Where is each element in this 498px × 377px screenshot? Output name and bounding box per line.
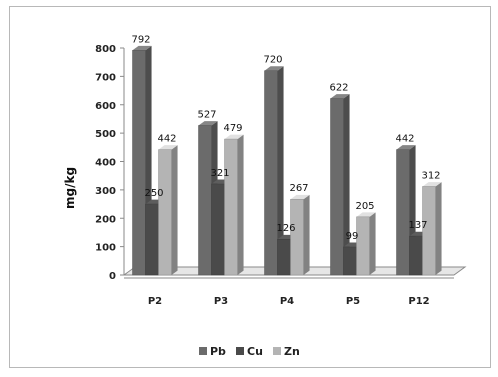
- y-tick-label: 400: [95, 158, 116, 169]
- y-tick-label: 0: [109, 271, 116, 282]
- bar-pb-p4: [264, 66, 284, 276]
- chart-bars: [132, 45, 442, 276]
- y-tick-label: 600: [95, 101, 116, 112]
- y-axis-label: mg/kg: [63, 167, 77, 209]
- legend-item-zn: Zn: [273, 345, 300, 358]
- data-label-pb-p2: 792: [131, 34, 150, 45]
- bar-pb-p5: [330, 94, 350, 276]
- data-label-zn-p2: 442: [157, 134, 176, 145]
- data-label-cu-p2: 250: [144, 188, 163, 199]
- y-tick-label: 500: [95, 129, 116, 140]
- data-label-zn-p5: 205: [355, 201, 374, 212]
- legend-item-cu: Cu: [236, 345, 263, 358]
- legend-item-pb: Pb: [199, 345, 226, 358]
- y-tick-label: 800: [95, 44, 116, 55]
- data-label-zn-p4: 267: [289, 183, 308, 194]
- bar-zn-p5: [356, 212, 376, 276]
- x-tick-label-p2: P2: [148, 296, 162, 307]
- legend-swatch: [236, 347, 244, 355]
- data-label-pb-p4: 720: [263, 55, 282, 66]
- x-tick-label-p5: P5: [346, 296, 360, 307]
- data-label-cu-p3: 321: [210, 168, 229, 179]
- data-label-cu-p5: 99: [346, 231, 359, 242]
- bar-zn-p2: [158, 145, 178, 276]
- legend-label: Pb: [210, 345, 226, 358]
- y-tick-label: 700: [95, 72, 116, 83]
- y-tick-label: 300: [95, 186, 116, 197]
- chart-data-labels: 792 250 442 527 321 479 720 126 267 622 99 205 442 13…: [131, 34, 440, 242]
- data-label-cu-p12: 137: [408, 220, 427, 231]
- bar-zn-p4: [290, 194, 310, 276]
- y-tick-label: 100: [95, 243, 116, 254]
- data-label-zn-p3: 479: [223, 123, 242, 134]
- legend-label: Cu: [247, 345, 263, 358]
- y-tick-label: 200: [95, 214, 116, 225]
- x-tick-label-p4: P4: [280, 296, 294, 307]
- legend-swatch: [199, 347, 207, 355]
- legend-swatch: [273, 347, 281, 355]
- data-label-pb-p12: 442: [395, 134, 414, 145]
- legend-label: Zn: [284, 345, 300, 358]
- bar-zn-p12: [422, 182, 442, 276]
- data-label-cu-p4: 126: [276, 223, 295, 234]
- x-tick-label-p3: P3: [214, 296, 228, 307]
- x-tick-label-p12: P12: [408, 296, 429, 307]
- data-label-zn-p12: 312: [421, 170, 440, 181]
- chart-legend: Pb Cu Zn: [199, 345, 300, 358]
- data-label-pb-p3: 527: [197, 109, 216, 120]
- bar-zn-p3: [224, 134, 244, 276]
- data-label-pb-p5: 622: [329, 83, 348, 94]
